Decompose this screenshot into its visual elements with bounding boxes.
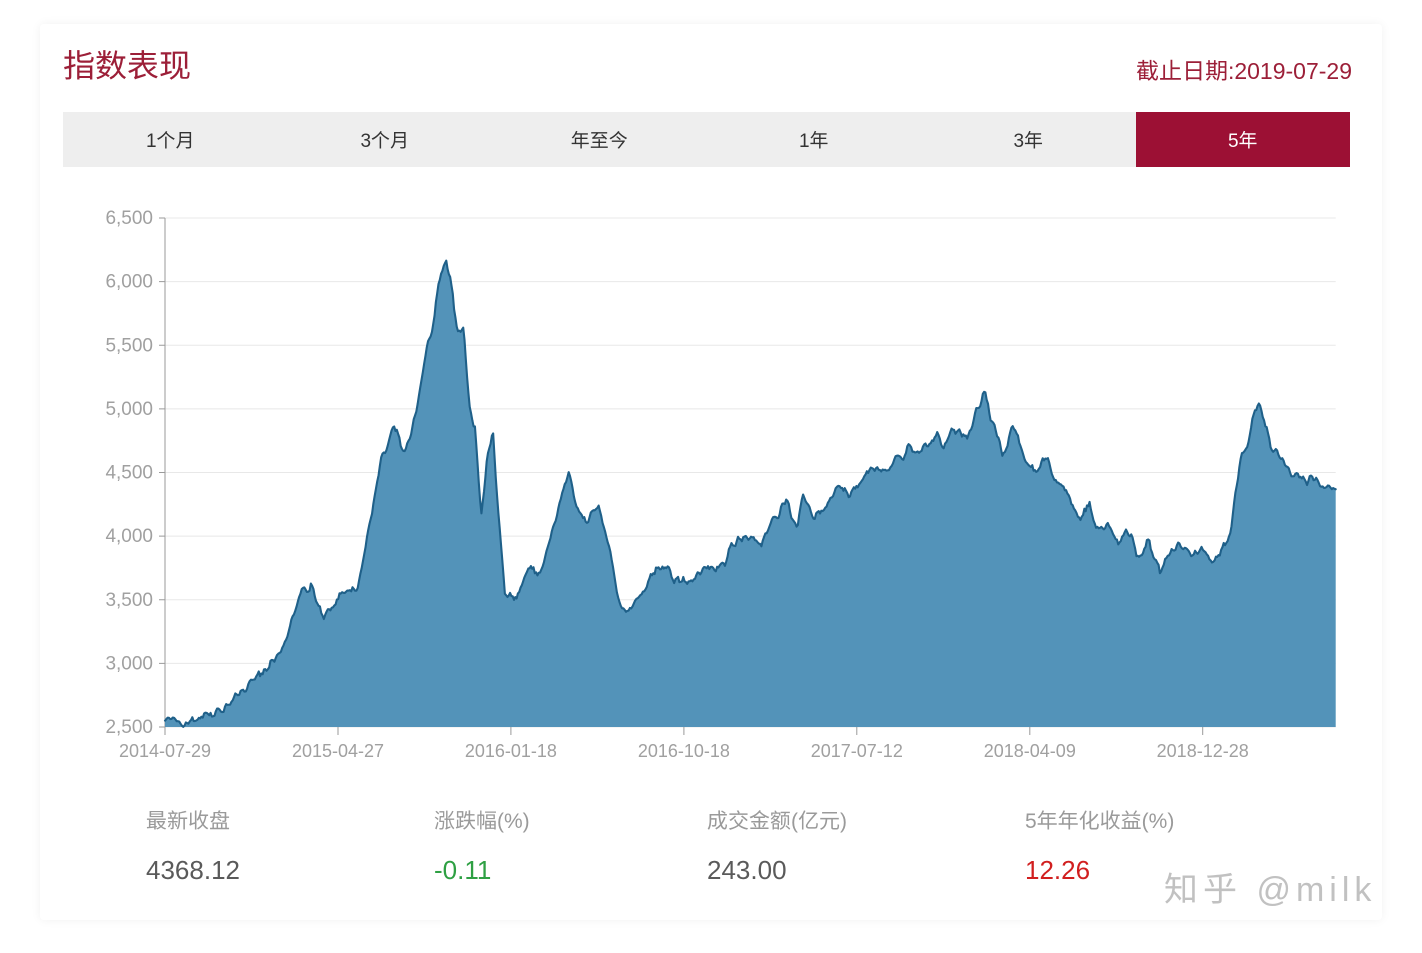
svg-text:5,000: 5,000 — [105, 399, 153, 420]
svg-text:3,000: 3,000 — [105, 653, 153, 674]
svg-text:2018-12-28: 2018-12-28 — [1157, 741, 1249, 761]
svg-text:3,500: 3,500 — [105, 590, 153, 611]
svg-text:2018-04-09: 2018-04-09 — [984, 741, 1076, 761]
svg-text:5,500: 5,500 — [105, 335, 153, 356]
svg-text:6,000: 6,000 — [105, 272, 153, 293]
svg-text:2,500: 2,500 — [105, 717, 153, 738]
svg-text:4,000: 4,000 — [105, 526, 153, 547]
svg-text:4,500: 4,500 — [105, 463, 153, 484]
svg-text:2016-01-18: 2016-01-18 — [465, 741, 557, 761]
svg-text:2017-07-12: 2017-07-12 — [811, 741, 903, 761]
svg-text:2014-07-29: 2014-07-29 — [119, 741, 211, 761]
svg-text:6,500: 6,500 — [105, 208, 153, 229]
svg-text:2015-04-27: 2015-04-27 — [292, 741, 384, 761]
svg-text:2016-10-18: 2016-10-18 — [638, 741, 730, 761]
